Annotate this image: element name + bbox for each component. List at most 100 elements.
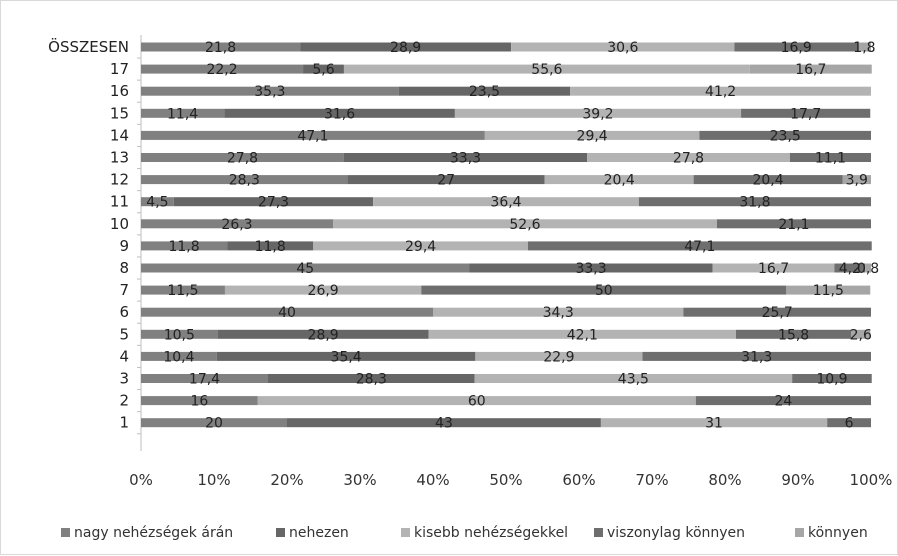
data-label: 34,3 <box>543 305 574 321</box>
data-label: 27,8 <box>673 151 704 167</box>
data-label: 20,4 <box>604 173 635 189</box>
bar-segment <box>735 329 852 339</box>
bar-segment <box>433 307 684 317</box>
bar-segment <box>851 329 871 339</box>
category-label: 16 <box>110 82 129 100</box>
bar-segment <box>141 285 225 295</box>
x-tick-label: 20% <box>270 471 303 489</box>
data-label: 23,5 <box>770 128 801 144</box>
legend-swatch <box>61 528 70 537</box>
category-label: 3 <box>119 370 129 388</box>
data-label: 27,8 <box>227 151 258 167</box>
bar-segment <box>428 329 736 339</box>
bar-segment <box>141 396 258 406</box>
data-label: 1,8 <box>853 40 875 56</box>
x-tick-label: 10% <box>197 471 230 489</box>
bar-segment <box>475 351 643 361</box>
legend-swatch <box>594 528 603 537</box>
bar-segment <box>527 241 872 251</box>
data-label: 52,6 <box>509 217 540 233</box>
data-label: 35,4 <box>331 349 362 365</box>
bar-segment <box>343 153 588 162</box>
x-tick-label: 70% <box>635 471 668 489</box>
data-label: 28,3 <box>356 372 387 388</box>
x-tick-label: 50% <box>489 471 522 489</box>
bar-segment <box>141 241 228 251</box>
bar-segment <box>343 64 750 74</box>
bar-segment <box>544 175 694 185</box>
bar-segment <box>792 374 872 383</box>
bar-segment <box>303 64 344 74</box>
data-label: 60 <box>468 394 486 410</box>
data-label: 23,5 <box>469 84 500 100</box>
bar-segment <box>224 108 455 118</box>
data-label: 17,7 <box>790 106 821 122</box>
bar-segment <box>712 263 835 273</box>
bar-segment <box>141 153 344 162</box>
bar-segment <box>865 263 871 273</box>
data-label: 20 <box>205 416 223 432</box>
category-label: 14 <box>110 126 129 144</box>
data-label: 2,6 <box>850 327 872 343</box>
x-tick-label: 90% <box>781 471 814 489</box>
data-label: 45 <box>296 261 314 277</box>
data-label: 30,6 <box>607 40 638 56</box>
legend-swatch <box>795 528 804 537</box>
data-label: 47,1 <box>297 128 328 144</box>
data-label: 28,9 <box>308 327 339 343</box>
data-label: 5,6 <box>312 62 334 78</box>
data-label: 39,2 <box>582 106 613 122</box>
bar-segment <box>421 285 787 295</box>
legend-label: nehezen <box>289 525 349 541</box>
bar-segment <box>683 307 871 317</box>
legend-label: nagy nehézségek árán <box>74 525 233 541</box>
bar-segment <box>141 307 433 317</box>
data-label: 43,5 <box>618 372 649 388</box>
data-label: 31 <box>705 416 723 432</box>
data-label: 11,8 <box>255 239 286 255</box>
x-tick-label: 60% <box>562 471 595 489</box>
x-tick-label: 0% <box>129 471 153 489</box>
data-label: 31,3 <box>741 349 772 365</box>
bar-segment <box>699 130 871 140</box>
bar-segment <box>734 42 858 52</box>
category-label: 7 <box>119 281 129 299</box>
x-tick-label: 80% <box>708 471 741 489</box>
legend-swatch <box>276 528 285 537</box>
data-label: 55,6 <box>531 62 562 78</box>
bar-segment <box>141 219 333 229</box>
data-label: 26,9 <box>308 283 339 299</box>
data-label: 16,9 <box>781 40 812 56</box>
legend-label: viszonylag könnyen <box>607 525 745 541</box>
bar-segment <box>141 42 301 52</box>
data-label: 10,5 <box>164 327 195 343</box>
data-label: 41,2 <box>705 84 736 100</box>
data-label: 26,3 <box>221 217 252 233</box>
data-label: 27,3 <box>258 195 289 211</box>
category-label: 15 <box>110 104 129 122</box>
bar-segment <box>224 285 422 295</box>
data-label: 3,9 <box>846 173 868 189</box>
bar-segment <box>749 64 872 74</box>
bar-segment <box>300 42 512 52</box>
data-label: 17,4 <box>189 372 220 388</box>
category-label: 4 <box>119 347 129 365</box>
category-label: 12 <box>110 171 129 189</box>
bar-segment <box>484 130 700 140</box>
category-label: 8 <box>119 259 129 277</box>
data-label: 36,4 <box>490 195 521 211</box>
data-label: 29,4 <box>577 128 608 144</box>
bar-segment <box>141 108 225 118</box>
data-label: 16,7 <box>758 261 789 277</box>
bar-segment <box>141 329 218 339</box>
data-label: 35,3 <box>254 84 285 100</box>
category-label: 13 <box>110 149 129 167</box>
bar-segment <box>347 175 545 185</box>
data-label: 43 <box>435 416 453 432</box>
bar-segment <box>587 153 790 162</box>
data-label: 33,3 <box>450 151 481 167</box>
bar-segment <box>695 396 871 406</box>
category-label: 1 <box>119 414 129 432</box>
data-label: 11,1 <box>815 151 846 167</box>
bar-segment <box>227 241 314 251</box>
